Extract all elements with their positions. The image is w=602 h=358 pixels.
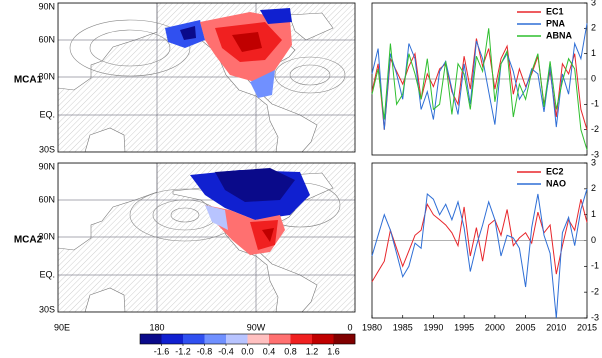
legend-label: EC2: [546, 166, 564, 176]
row-label: MCA2: [14, 235, 43, 246]
lat-label: 90N: [38, 161, 55, 171]
colorbar-label: -1.6: [154, 346, 170, 356]
y-tick-label: 0: [591, 235, 596, 245]
colorbar-swatch: [140, 334, 162, 344]
row-label: MCA1: [14, 75, 43, 86]
series-line: [371, 188, 588, 319]
y-tick-label: 2: [591, 183, 596, 193]
y-tick-label: 0: [591, 73, 596, 83]
legend-label: ABNA: [546, 30, 572, 40]
lat-label: EQ.: [39, 269, 55, 279]
colorbar-label: -0.4: [218, 346, 234, 356]
x-tick-label: 2000: [485, 322, 505, 332]
legend-label: EC1: [546, 6, 564, 16]
x-tick-label: 2005: [516, 322, 536, 332]
lon-label: 0: [347, 322, 352, 332]
map-panel: [58, 3, 355, 152]
lat-label: 60N: [38, 34, 55, 44]
colorbar-swatch: [333, 334, 356, 344]
colorbar-label: -1.2: [175, 346, 191, 356]
colorbar-swatch: [247, 334, 270, 344]
series-line: [371, 23, 588, 130]
y-tick-label: 2: [591, 23, 596, 33]
series-line: [371, 28, 588, 151]
y-tick-label: -2: [591, 124, 599, 134]
x-tick-label: 1995: [454, 322, 474, 332]
lon-label: 90E: [54, 322, 70, 332]
map-panel: [57, 162, 356, 313]
x-tick-label: 1990: [423, 322, 443, 332]
y-tick-label: -1: [591, 261, 599, 271]
legend-label: PNA: [546, 18, 566, 28]
colorbar-swatch: [226, 334, 248, 344]
colorbar-swatch: [161, 334, 184, 344]
colorbar-label: -0.8: [197, 346, 213, 356]
lat-label: 30N: [38, 71, 55, 81]
lat-label: 30N: [38, 231, 55, 241]
y-tick-label: -3: [591, 149, 599, 159]
y-tick-label: 1: [591, 209, 596, 219]
x-tick-label: 2015: [577, 322, 597, 332]
y-tick-label: 3: [591, 0, 596, 7]
x-tick-label: 1985: [393, 322, 413, 332]
colorbar-label: 1.2: [306, 346, 319, 356]
lat-label: 30S: [39, 304, 55, 314]
y-tick-label: -3: [591, 312, 599, 322]
y-tick-label: 3: [591, 157, 596, 167]
colorbar-label: 0.8: [284, 346, 297, 356]
colorbar-label: 0.0: [241, 346, 254, 356]
lon-label: 180: [149, 322, 164, 332]
map-frame: [57, 162, 356, 313]
y-tick-label: 1: [591, 48, 596, 58]
colorbar-swatch: [290, 334, 313, 344]
lat-label: 90N: [38, 1, 55, 11]
map-frame: [57, 2, 356, 153]
lat-label: 60N: [38, 194, 55, 204]
lat-label: 30S: [39, 144, 55, 154]
colorbar-swatch: [312, 334, 334, 344]
legend-label: NAO: [546, 178, 566, 188]
colorbar-label: 0.4: [263, 346, 276, 356]
x-tick-label: 2010: [546, 322, 566, 332]
lon-label: 90W: [247, 322, 266, 332]
colorbar-swatch: [183, 334, 205, 344]
series-line: [371, 199, 588, 283]
colorbar-label: 1.6: [327, 346, 340, 356]
y-tick-label: -2: [591, 287, 599, 297]
lat-label: EQ.: [39, 109, 55, 119]
colorbar-swatch: [269, 334, 291, 344]
x-tick-label: 1980: [362, 322, 382, 332]
y-tick-label: -1: [591, 99, 599, 109]
colorbar-swatch: [204, 334, 227, 344]
